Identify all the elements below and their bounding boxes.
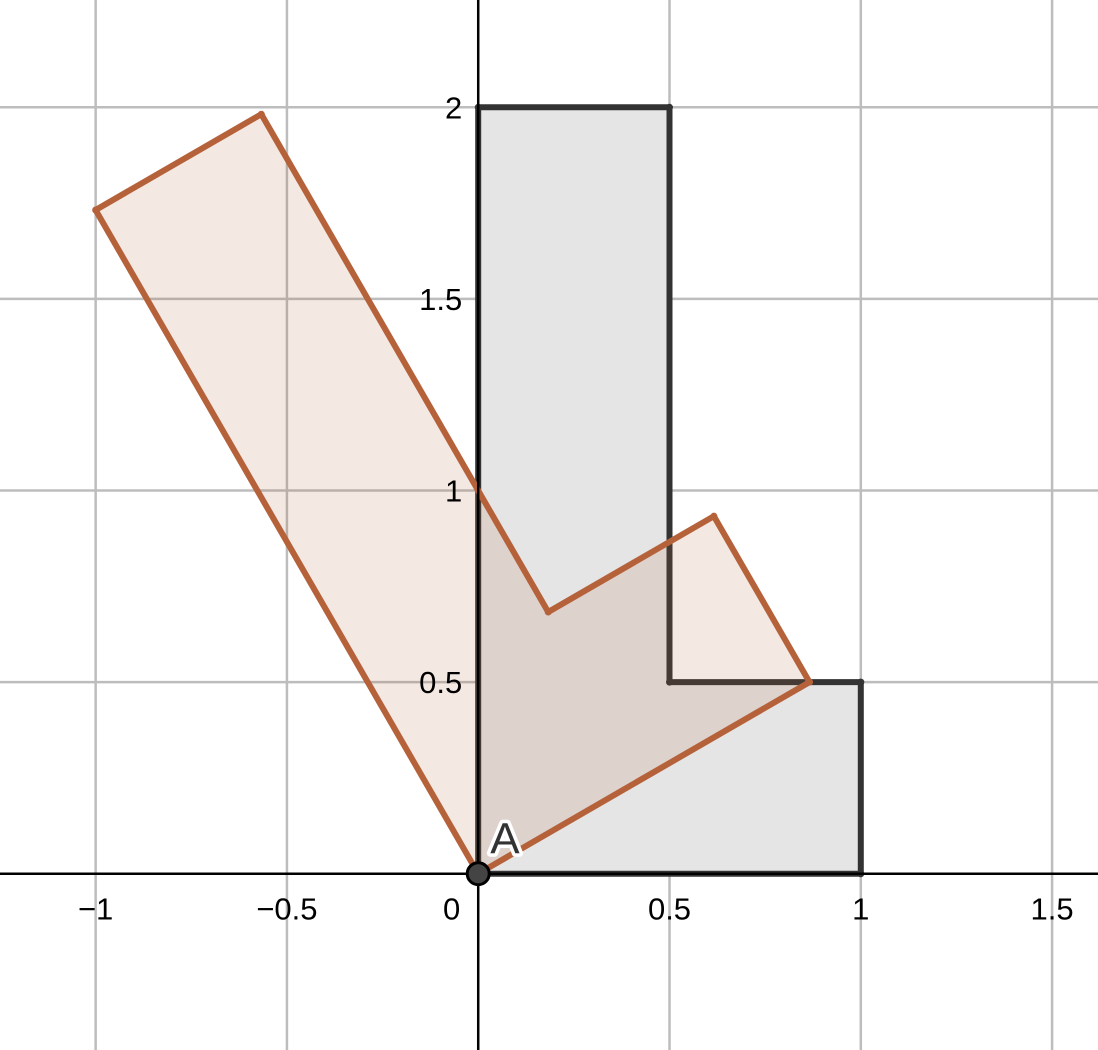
- original-l-shape-vertex: [666, 103, 674, 111]
- y-tick-label: 2: [445, 90, 462, 125]
- point-a[interactable]: [465, 861, 491, 887]
- points: A: [465, 811, 524, 887]
- rotated-l-shape-vertex: [806, 678, 814, 686]
- x-tick-label: −1: [78, 892, 113, 927]
- point-a-label: A: [490, 815, 520, 864]
- y-tick-label: 1: [445, 474, 462, 509]
- rotated-l-shape-vertex: [544, 608, 552, 616]
- y-tick-label: 0.5: [419, 665, 462, 700]
- origin-label: 0: [443, 892, 460, 927]
- rotated-l-shape-vertex: [710, 512, 718, 520]
- rotated-l-shape-vertex: [92, 206, 100, 214]
- x-tick-label: 1: [852, 892, 869, 927]
- x-tick-label: 1.5: [1031, 892, 1074, 927]
- x-tick-label: −0.5: [256, 892, 317, 927]
- y-tick-label: 1.5: [419, 282, 462, 317]
- original-l-shape-vertex: [857, 678, 865, 686]
- tick-labels: −1 −0.5 0.5 1 1.5 0.5 1 1.5 2 0: [78, 90, 1074, 926]
- x-tick-label: 0.5: [648, 892, 691, 927]
- rotated-l-shape-vertex: [257, 110, 265, 118]
- original-l-shape-vertex: [666, 678, 674, 686]
